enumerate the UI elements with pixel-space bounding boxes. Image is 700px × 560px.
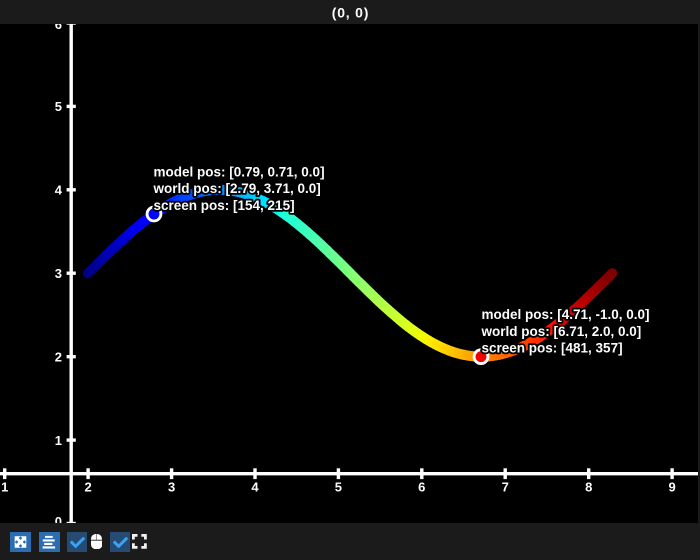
- svg-text:6: 6: [55, 24, 62, 32]
- svg-text:1: 1: [1, 480, 8, 495]
- svg-text:5: 5: [55, 99, 62, 114]
- svg-text:4: 4: [251, 480, 259, 495]
- svg-text:0: 0: [55, 514, 62, 523]
- svg-text:3: 3: [168, 480, 175, 495]
- svg-text:2: 2: [84, 480, 91, 495]
- svg-text:model pos: [4.71, -1.0, 0.0]: model pos: [4.71, -1.0, 0.0]: [482, 307, 650, 322]
- svg-text:9: 9: [668, 480, 675, 495]
- svg-text:2: 2: [55, 349, 62, 364]
- svg-text:8: 8: [585, 480, 592, 495]
- svg-text:world pos: [6.71, 2.0, 0.0]: world pos: [6.71, 2.0, 0.0]: [481, 324, 642, 339]
- svg-text:4: 4: [55, 183, 63, 198]
- svg-text:3: 3: [55, 266, 62, 281]
- svg-text:screen pos: [481, 357]: screen pos: [481, 357]: [482, 341, 623, 356]
- svg-text:world pos: [2.79, 3.71, 0.0]: world pos: [2.79, 3.71, 0.0]: [153, 181, 321, 196]
- svg-text:5: 5: [335, 480, 342, 495]
- svg-text:6: 6: [418, 480, 425, 495]
- svg-text:screen pos: [154, 215]: screen pos: [154, 215]: [154, 198, 295, 213]
- svg-text:(0, 0): (0, 0): [332, 5, 369, 21]
- svg-text:7: 7: [502, 480, 509, 495]
- svg-text:1: 1: [55, 433, 62, 448]
- svg-text:model pos: [0.79, 0.71, 0.0]: model pos: [0.79, 0.71, 0.0]: [154, 164, 325, 179]
